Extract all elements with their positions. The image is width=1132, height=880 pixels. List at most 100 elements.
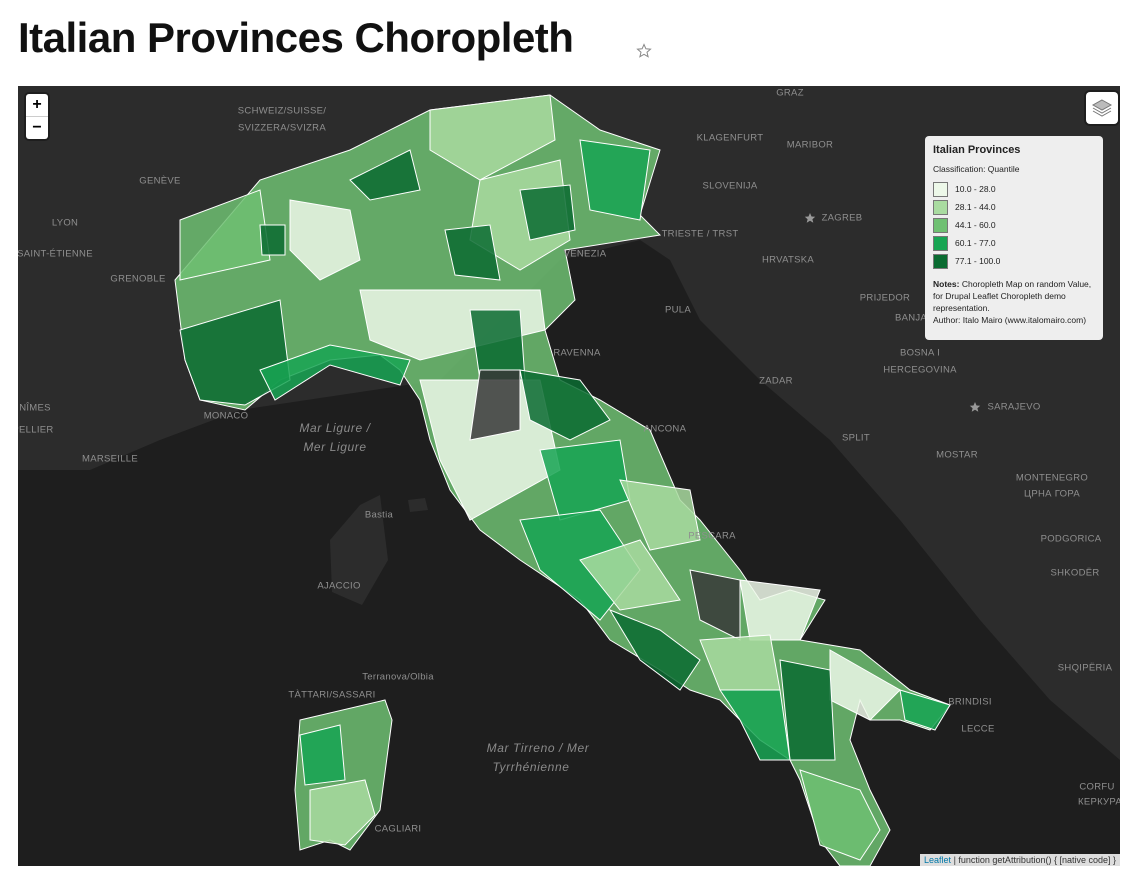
place-label: Terranova/Olbia (362, 672, 434, 683)
legend-swatch (933, 253, 948, 269)
legend-label: 60.1 - 77.0 (955, 238, 996, 248)
favorite-star[interactable] (636, 43, 652, 59)
sea-label: Mar Tirreno / Mer (487, 741, 590, 755)
place-label: MONACO (204, 411, 249, 422)
province (289, 199, 361, 281)
attribution-link[interactable]: Leaflet (924, 855, 952, 865)
legend-label: 28.1 - 44.0 (955, 202, 996, 212)
place-label: PODGORICA (1041, 534, 1102, 545)
legend-swatch (933, 199, 948, 215)
province (779, 659, 836, 761)
map-canvas: GRAZ SCHWEIZ/SUISSE/SVIZZERA/SVIZRA KLAGEN… (18, 86, 1120, 866)
layers-control[interactable] (1086, 92, 1118, 124)
place-label: SLOVENIJA (703, 181, 758, 192)
province (799, 769, 881, 861)
place-label: LECCE (961, 724, 994, 735)
place-label: ZADAR (759, 376, 793, 387)
corsica (330, 495, 388, 605)
page-title: Italian Provinces Choropleth (18, 14, 574, 61)
province (429, 94, 556, 181)
province (739, 579, 821, 641)
place-label: MONTENEGRO (1016, 473, 1088, 484)
legend: Italian Provinces Classification: Quanti… (925, 136, 1103, 340)
place-label: LYON (52, 218, 78, 229)
legend-swatch (933, 235, 948, 251)
province (179, 299, 291, 406)
place-label: SPLIT (842, 433, 870, 444)
legend-label: 44.1 - 60.0 (955, 220, 996, 230)
place-label: SVIZZERA/SVIZRA (238, 123, 326, 134)
place-label: GRENOBLE (110, 274, 165, 285)
province (179, 189, 271, 281)
province (699, 634, 781, 691)
place-label: SAINT-ÉTIENNE (18, 249, 93, 260)
place-label: PULA (665, 305, 691, 316)
notes-text: Choropleth Map on random Value, for Drup… (933, 279, 1092, 313)
place-label: AJACCIO (317, 581, 360, 592)
province (519, 369, 611, 441)
legend-item: 44.1 - 60.0 (933, 216, 1095, 234)
place-label: HERCEGOVINA (883, 365, 957, 376)
sea-label: Mer Ligure (303, 440, 366, 454)
place-label: PESCARA (688, 531, 736, 542)
zoom-in[interactable]: + (32, 96, 42, 113)
attribution-text: | function getAttribution() { [native co… (953, 855, 1116, 865)
elba (408, 498, 428, 512)
place-label: TRIESTE / TRST (662, 229, 739, 240)
place-label: CORFU (1079, 782, 1114, 793)
legend-items: 10.0 - 28.0 28.1 - 44.0 44.1 - 60.0 60.1 - … (933, 180, 1095, 270)
place-label: BANJA (895, 313, 927, 324)
province (619, 479, 701, 551)
province (899, 689, 951, 731)
place-label: SHKODËR (1050, 568, 1099, 579)
place-label: ANCONA (644, 424, 687, 435)
legend-label: 77.1 - 100.0 (955, 256, 1001, 266)
attribution: Leaflet | function getAttribution() { [n… (920, 854, 1120, 866)
province (349, 149, 421, 201)
legend-swatch (933, 217, 948, 233)
place-label: MOSTAR (936, 450, 978, 461)
province (719, 689, 791, 761)
place-label: ZAGREB (822, 213, 863, 224)
province (259, 344, 411, 401)
place-label: GRAZ (776, 88, 804, 99)
province (579, 539, 681, 611)
place-label: ЦРНА ГОРА (1024, 489, 1080, 500)
province (519, 184, 576, 241)
capital-star (969, 402, 981, 412)
layers-icon (1091, 99, 1113, 117)
place-label: MARSEILLE (82, 454, 138, 465)
legend-item: 10.0 - 28.0 (933, 180, 1095, 198)
place-label: KLAGENFURT (697, 133, 764, 144)
province (444, 224, 501, 281)
place-label: BRINDISI (948, 697, 992, 708)
zoom-out[interactable]: − (26, 116, 48, 139)
place-label: SHQIPËRIA (1058, 663, 1113, 674)
place-label: SCHWEIZ/SUISSE/ (238, 106, 326, 117)
notes-label: Notes: (933, 279, 960, 289)
place-label: PRIJEDOR (860, 293, 910, 304)
legend-notes: Notes: Choropleth Map on random Value, f… (933, 278, 1095, 326)
legend-item: 77.1 - 100.0 (933, 252, 1095, 270)
province (299, 724, 346, 786)
legend-classification: Classification: Quantile (933, 164, 1020, 174)
map[interactable]: GRAZ SCHWEIZ/SUISSE/SVIZZERA/SVIZRA KLAGEN… (18, 86, 1120, 866)
place-label: CAGLIARI (375, 824, 422, 835)
legend-item: 28.1 - 44.0 (933, 198, 1095, 216)
place-label: Bastia (365, 510, 394, 521)
place-label: RAVENNA (553, 348, 601, 359)
province (469, 369, 521, 441)
province (608, 608, 701, 691)
place-label: TÀTTARI/SASSARI (288, 690, 375, 701)
capital-star (804, 213, 816, 223)
place-label: VENEZIA (564, 249, 607, 260)
province (579, 139, 651, 221)
sea-label: Mar Ligure / (299, 421, 371, 435)
place-label: PELLIER (18, 425, 54, 436)
legend-label: 10.0 - 28.0 (955, 184, 996, 194)
place-label: SARAJEVO (987, 402, 1040, 413)
legend-swatch (933, 181, 948, 197)
place-label: КЕРКУРА (1078, 797, 1120, 808)
province (259, 224, 286, 256)
